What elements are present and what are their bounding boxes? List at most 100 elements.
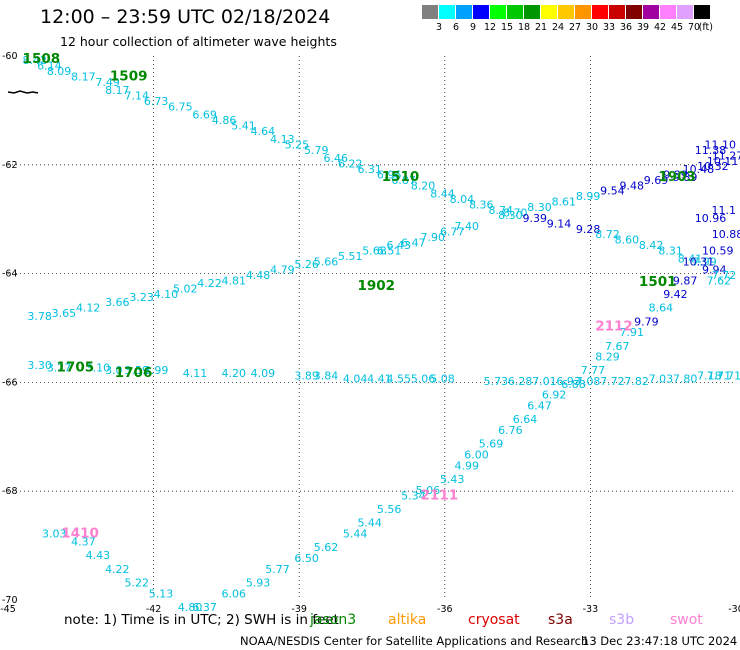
- wave-height-value: 7.77: [581, 364, 606, 377]
- wave-height-value: 6.93: [556, 375, 581, 388]
- legend-entry-cryosat: cryosat: [468, 612, 520, 628]
- wave-height-value: 4.99: [455, 459, 480, 472]
- wave-height-value: 3.89: [294, 370, 319, 383]
- wave-height-value: 6.22: [338, 158, 363, 171]
- wave-height-value: 8.29: [595, 351, 620, 364]
- colorbar-label: 24: [552, 22, 564, 33]
- wave-height-value: 10.48: [683, 163, 715, 176]
- wave-height-value: 4.80: [178, 601, 203, 612]
- wave-height-value: 6.00: [464, 449, 489, 462]
- wave-height-value: 7.82: [624, 375, 649, 388]
- wave-height-value: 5.22: [124, 576, 149, 589]
- colorbar-label: 33: [603, 22, 615, 33]
- wave-height-value: 7.72: [600, 375, 625, 388]
- wave-height-value: 7.90: [421, 231, 446, 244]
- wave-height-value: 8.36: [469, 198, 494, 211]
- wave-height-value: 7.71: [717, 370, 740, 383]
- wave-height-value: 4.79: [270, 264, 295, 277]
- colorbar-label: 21: [535, 22, 547, 33]
- wave-height-value: 8.70: [503, 206, 528, 219]
- wave-height-value: 6.28: [508, 375, 532, 388]
- wave-height-value: 9.89: [663, 168, 688, 181]
- lon-tick-label: -36: [437, 604, 453, 612]
- wave-height-value: 9.39: [522, 212, 547, 225]
- wave-height-value: 6.50: [294, 552, 319, 565]
- colorbar-swatch: [439, 5, 455, 19]
- wave-height-value: 4.11: [183, 367, 208, 380]
- legend-entry-altika: altika: [388, 612, 427, 628]
- wave-height-value: 6.69: [192, 109, 217, 122]
- wave-height-value: 6.64: [513, 413, 538, 426]
- wave-height-value: 6.77: [440, 226, 465, 239]
- wave-height-value: 9.28: [576, 223, 601, 236]
- wave-height-value: 8.42: [23, 54, 47, 67]
- wave-height-value: 6.87: [391, 174, 416, 187]
- page-title: 12:00 – 23:59 UTC 02/18/2024: [40, 6, 331, 28]
- track-id-label: 1410: [61, 525, 99, 541]
- colorbar-label: 18: [518, 22, 530, 33]
- wave-height-value: 9.42: [663, 288, 688, 301]
- track-id-label: 1706: [115, 365, 153, 381]
- colorbar-label: 9: [470, 22, 476, 33]
- wave-height-value: 4.20: [222, 367, 247, 380]
- wave-height-value: 3.59: [124, 364, 149, 377]
- wave-height-value: 7.18: [697, 370, 722, 383]
- wave-height-value: 8.60: [615, 234, 640, 247]
- wave-height-value: 7.80: [673, 372, 698, 385]
- wave-height-value: 8.30: [498, 209, 522, 222]
- wave-height-value: 8.04: [450, 193, 475, 206]
- wave-height-value: 8.61: [552, 196, 577, 209]
- lat-tick-label: -70: [2, 595, 18, 606]
- track-id-label: 1508: [23, 51, 61, 67]
- wave-height-value: 6.31: [357, 163, 382, 176]
- wave-height-value: 11.1: [712, 204, 737, 217]
- wave-height-value: 5.44: [357, 517, 382, 530]
- wave-height-value: 8.74: [488, 204, 512, 217]
- track-id-label: 1501: [639, 274, 677, 290]
- wave-height-value: 4.09: [251, 367, 276, 380]
- wave-height-value: 7.99: [692, 255, 717, 268]
- lat-tick-label: -62: [2, 160, 18, 171]
- colorbar-label: 27: [569, 22, 581, 33]
- wave-height-value: 5.93: [246, 576, 271, 589]
- wave-height-value: 6.92: [542, 389, 567, 402]
- wave-height-value: 4.41: [367, 372, 392, 385]
- legend-entry-s3b: s3b: [609, 612, 635, 628]
- wave-height-value: 5.13: [149, 587, 174, 600]
- colorbar-label: 39: [637, 22, 649, 33]
- wave-height-value: 5.44: [343, 527, 368, 540]
- wave-height-value: 4.81: [222, 274, 247, 287]
- colorbar-label: 6: [453, 22, 459, 33]
- generated-timestamp: 13 Dec 23:47:18 UTC 2024: [582, 634, 738, 648]
- wave-height-value: 8.44: [430, 187, 455, 200]
- wave-height-value: 8.17: [105, 84, 130, 97]
- colorbar-swatch: [456, 5, 472, 19]
- track-id-label: 1509: [110, 68, 148, 84]
- wave-height-value: 7.40: [455, 220, 480, 233]
- wave-height-value: 3.66: [105, 296, 130, 309]
- wave-height-value: 6.37: [192, 601, 217, 612]
- lon-tick-label: -45: [0, 604, 16, 612]
- wave-height-value: 7.49: [95, 76, 120, 89]
- colorbar-label: 3: [436, 22, 442, 33]
- wave-height-value: 4.48: [246, 269, 271, 282]
- wave-height-value: 9.48: [620, 179, 645, 192]
- wave-height-value: 7.67: [605, 340, 630, 353]
- colorbar-label: 30: [586, 22, 598, 33]
- wave-height-value: 5.69: [479, 438, 504, 451]
- wave-height-value: 6.47: [401, 236, 426, 249]
- colorbar-swatch: [575, 5, 591, 19]
- colorbar-swatch: [677, 5, 693, 19]
- wave-height-value: 4.55: [387, 372, 412, 385]
- wave-height-value: 5.06: [416, 484, 441, 497]
- wave-height-value: 7.71: [707, 370, 732, 383]
- lat-tick-label: -64: [2, 269, 18, 280]
- colorbar-label: 12: [484, 22, 496, 33]
- map-grid: [8, 56, 736, 600]
- wave-height-value: 4.13: [270, 133, 295, 146]
- wave-height-value: 4.10: [154, 288, 179, 301]
- wave-height-value: 6.96: [377, 168, 402, 181]
- legend-entry-jason3: jason3: [310, 612, 357, 628]
- colorbar-swatch: [558, 5, 574, 19]
- colorbar-swatch: [609, 5, 625, 19]
